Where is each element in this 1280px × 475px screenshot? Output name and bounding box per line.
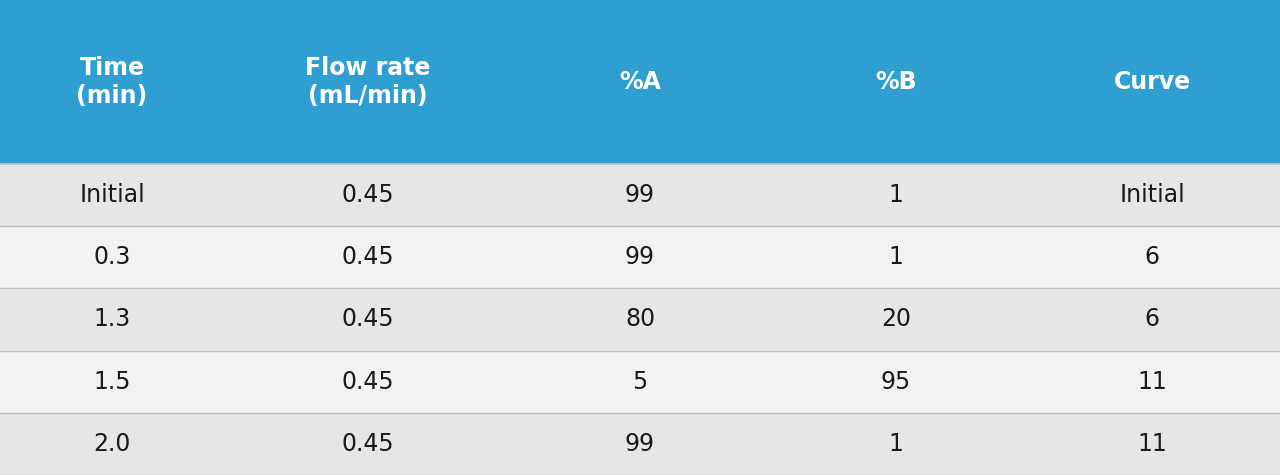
Text: Curve: Curve (1114, 70, 1190, 94)
Text: 1.5: 1.5 (93, 370, 131, 394)
Text: 1: 1 (888, 245, 904, 269)
Text: 1: 1 (888, 183, 904, 207)
Text: 2.0: 2.0 (93, 432, 131, 456)
Text: 0.45: 0.45 (342, 307, 394, 332)
Bar (0, 288, 1280, 351)
Text: 0.45: 0.45 (342, 245, 394, 269)
Text: 5: 5 (632, 370, 648, 394)
Text: 95: 95 (881, 370, 911, 394)
Text: 6: 6 (1144, 307, 1160, 332)
Text: Initial: Initial (79, 183, 145, 207)
Bar (0, 351, 1280, 413)
Text: 20: 20 (881, 307, 911, 332)
Text: 0.3: 0.3 (93, 245, 131, 269)
Text: %B: %B (876, 70, 916, 94)
Text: 11: 11 (1137, 432, 1167, 456)
Text: 99: 99 (625, 245, 655, 269)
Text: 99: 99 (625, 432, 655, 456)
Bar (0, 413, 1280, 475)
Text: Time
(min): Time (min) (77, 56, 147, 108)
Text: 0.45: 0.45 (342, 370, 394, 394)
Text: Initial: Initial (1119, 183, 1185, 207)
Text: 6: 6 (1144, 245, 1160, 269)
Bar (0, 226, 1280, 288)
Text: 99: 99 (625, 183, 655, 207)
Bar (0, 0, 1280, 164)
Text: Flow rate
(mL/min): Flow rate (mL/min) (306, 56, 430, 108)
Bar (0, 164, 1280, 226)
Text: 11: 11 (1137, 370, 1167, 394)
Text: 0.45: 0.45 (342, 183, 394, 207)
Text: 0.45: 0.45 (342, 432, 394, 456)
Text: 80: 80 (625, 307, 655, 332)
Text: %A: %A (620, 70, 660, 94)
Text: 1.3: 1.3 (93, 307, 131, 332)
Text: 1: 1 (888, 432, 904, 456)
